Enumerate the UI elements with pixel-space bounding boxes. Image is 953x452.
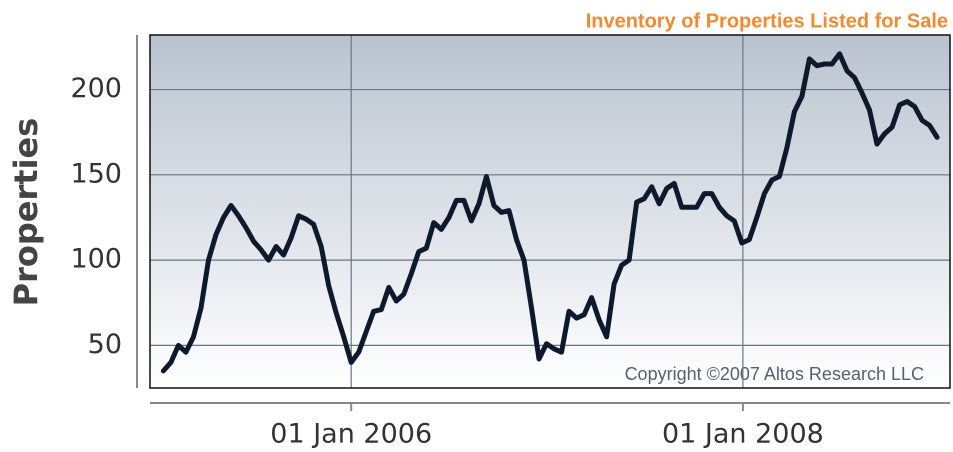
copyright: Copyright ©2007 Altos Research LLC bbox=[625, 364, 924, 384]
y-tick-label: 150 bbox=[70, 158, 122, 189]
plot-area bbox=[150, 35, 950, 388]
y-tick-label: 200 bbox=[70, 73, 122, 104]
chart-title: Inventory of Properties Listed for Sale bbox=[586, 10, 948, 32]
y-tick-label: 50 bbox=[88, 329, 122, 360]
x-tick-label: 01 Jan 2008 bbox=[662, 419, 824, 450]
y-axis-label: Properties bbox=[7, 118, 45, 307]
y-tick-label: 100 bbox=[70, 244, 122, 275]
data-line bbox=[160, 51, 940, 374]
plot-frame bbox=[149, 34, 951, 389]
x-tick-label: 01 Jan 2006 bbox=[270, 419, 432, 450]
